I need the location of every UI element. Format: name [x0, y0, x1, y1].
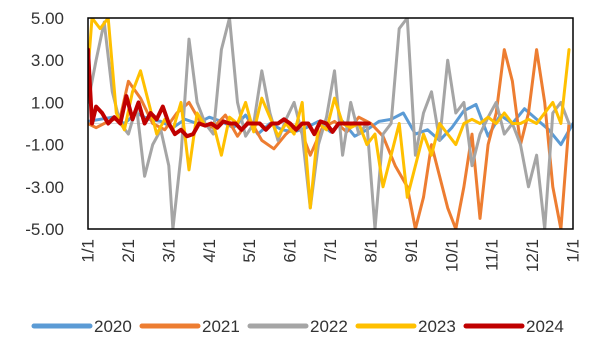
x-tick-label: 3/1: [159, 239, 178, 263]
series-line-2023: [88, 18, 571, 210]
series-line-2024: [88, 47, 371, 139]
x-tick-label: 6/1: [281, 239, 300, 263]
legend-item-2024: 2024: [463, 317, 564, 336]
x-tick-label: 7/1: [321, 239, 340, 263]
x-tick-label: 1/1: [79, 239, 98, 263]
x-tick-label: 11/1: [483, 239, 502, 271]
legend-item-2020: 2020: [31, 317, 132, 336]
x-axis-ticks: 1/1 2/1 3/1 4/1 5/1 6/1 7/1 8/1 9/1 10/1 11/1 12/1 1…: [79, 239, 583, 272]
x-tick-label: 12/1: [523, 239, 542, 272]
plot-frame: [87, 17, 574, 230]
x-tick-label: 5/1: [240, 239, 259, 263]
legend-label: 2023: [418, 317, 456, 336]
y-tick-label: 3.00: [31, 51, 64, 70]
legend-item-2021: 2021: [139, 317, 240, 336]
legend-label: 2020: [94, 317, 132, 336]
y-tick-label: -3.00: [25, 178, 64, 197]
x-tick-label: 8/1: [361, 239, 380, 263]
y-tick-label: -5.00: [25, 220, 64, 239]
x-tick-label: 1/1: [564, 239, 583, 263]
series-line-2021: [88, 48, 571, 229]
legend: 2020 2021 2022 2023 2024: [31, 317, 564, 336]
x-tick-label: 2/1: [119, 239, 138, 263]
legend-item-2022: 2022: [247, 317, 348, 336]
legend-label: 2024: [526, 317, 564, 336]
y-tick-label: 1.00: [31, 93, 64, 112]
y-tick-label: -1.00: [25, 136, 64, 155]
plot-area: [88, 18, 573, 229]
x-tick-label: 9/1: [402, 239, 421, 263]
y-axis-ticks: 5.00 3.00 1.00 -1.00 -3.00 -5.00: [25, 9, 64, 239]
x-tick-label: 10/1: [442, 239, 461, 272]
legend-label: 2022: [310, 317, 348, 336]
legend-label: 2021: [202, 317, 240, 336]
x-tick-label: 4/1: [200, 239, 219, 263]
legend-item-2023: 2023: [355, 317, 456, 336]
y-tick-label: 5.00: [31, 9, 64, 28]
